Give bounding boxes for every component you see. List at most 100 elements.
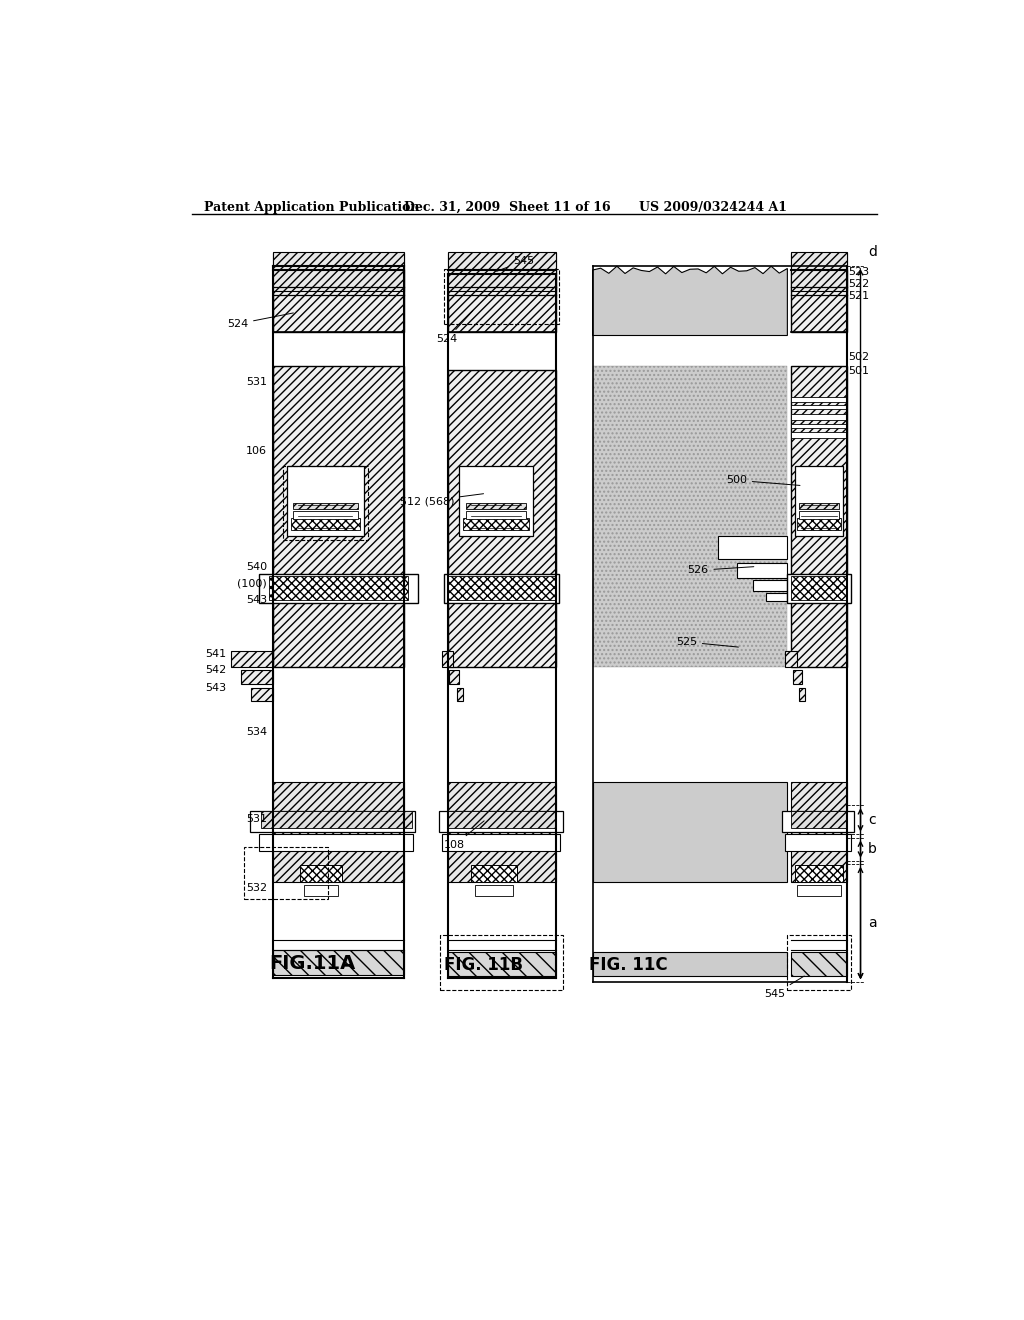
Text: 542: 542 xyxy=(206,665,226,675)
Bar xyxy=(792,952,847,977)
Bar xyxy=(466,511,526,519)
Bar xyxy=(795,466,843,536)
Bar xyxy=(440,935,563,990)
Text: 512 (568): 512 (568) xyxy=(400,494,483,506)
Text: 534: 534 xyxy=(246,727,267,737)
Bar xyxy=(798,884,841,896)
Bar xyxy=(792,253,847,271)
Bar xyxy=(273,424,403,428)
Bar xyxy=(737,562,787,578)
Text: 521: 521 xyxy=(848,292,869,301)
Bar xyxy=(273,252,403,290)
Bar xyxy=(447,397,556,401)
Bar xyxy=(766,594,787,601)
Text: 531: 531 xyxy=(246,814,267,824)
Bar xyxy=(444,574,559,603)
Text: 106: 106 xyxy=(246,446,267,455)
Bar xyxy=(785,651,797,667)
Text: 500: 500 xyxy=(726,475,800,486)
Text: FIG.11A: FIG.11A xyxy=(269,953,355,973)
Bar xyxy=(447,405,556,409)
Bar xyxy=(792,405,847,409)
Text: (100): (100) xyxy=(238,578,267,589)
Bar xyxy=(293,511,357,519)
Bar xyxy=(447,952,556,977)
Bar xyxy=(444,268,559,323)
Text: 545: 545 xyxy=(764,975,804,999)
Bar xyxy=(438,810,563,832)
Text: 543: 543 xyxy=(246,595,267,606)
Bar xyxy=(291,517,360,529)
Bar xyxy=(259,574,418,603)
Text: 525: 525 xyxy=(676,638,738,647)
Bar xyxy=(447,414,556,420)
Bar xyxy=(273,781,403,882)
Bar xyxy=(447,252,556,290)
Bar xyxy=(799,511,839,519)
Text: Patent Application Publication: Patent Application Publication xyxy=(204,201,419,214)
Bar xyxy=(466,503,526,508)
Bar xyxy=(792,271,847,331)
Bar xyxy=(273,950,403,974)
Text: 543: 543 xyxy=(206,684,226,693)
Bar xyxy=(244,847,329,899)
Bar xyxy=(273,432,403,438)
Text: 502: 502 xyxy=(848,352,869,362)
Bar xyxy=(593,367,787,667)
Bar xyxy=(447,253,556,271)
Bar xyxy=(241,671,273,684)
Text: 524: 524 xyxy=(226,313,294,329)
Text: 501: 501 xyxy=(848,366,869,376)
Bar xyxy=(798,517,841,529)
Bar xyxy=(753,581,787,591)
Bar xyxy=(273,271,403,331)
Bar xyxy=(273,367,403,667)
Bar xyxy=(792,397,847,401)
Bar xyxy=(293,503,357,508)
Text: FIG. 11B: FIG. 11B xyxy=(444,957,523,974)
Bar xyxy=(259,834,413,851)
Bar xyxy=(450,671,459,684)
Bar xyxy=(787,935,851,990)
Bar xyxy=(799,688,805,701)
Bar xyxy=(463,517,528,529)
Bar xyxy=(269,576,408,601)
Polygon shape xyxy=(593,267,787,335)
Text: Dec. 31, 2009  Sheet 11 of 16: Dec. 31, 2009 Sheet 11 of 16 xyxy=(403,201,610,214)
Bar xyxy=(793,671,802,684)
Bar xyxy=(273,397,403,401)
Bar xyxy=(593,952,787,977)
Text: 531: 531 xyxy=(246,376,267,387)
Text: d: d xyxy=(868,244,878,259)
Bar xyxy=(460,466,532,536)
Bar xyxy=(304,884,339,896)
Bar xyxy=(795,866,843,882)
Bar xyxy=(475,884,513,896)
Bar xyxy=(252,688,273,701)
Text: 523: 523 xyxy=(848,268,869,277)
Bar xyxy=(287,466,364,536)
Bar xyxy=(283,466,368,540)
Text: FIG. 11C: FIG. 11C xyxy=(589,957,668,974)
Bar xyxy=(447,432,556,438)
Bar xyxy=(593,367,787,667)
Bar xyxy=(441,834,560,851)
Bar xyxy=(447,424,556,428)
Bar xyxy=(447,576,556,601)
Text: a: a xyxy=(868,916,877,931)
Bar xyxy=(457,688,463,701)
Bar xyxy=(792,781,847,882)
Text: 522: 522 xyxy=(848,279,869,289)
Bar xyxy=(273,405,403,409)
Bar xyxy=(447,370,556,667)
Bar xyxy=(792,424,847,428)
Bar xyxy=(799,503,839,508)
Bar xyxy=(718,536,787,558)
Bar xyxy=(250,810,416,832)
Text: 526: 526 xyxy=(687,565,754,576)
Bar xyxy=(261,812,412,829)
Bar xyxy=(792,812,847,829)
Bar xyxy=(787,574,851,603)
Bar xyxy=(792,432,847,438)
Bar xyxy=(447,812,556,829)
